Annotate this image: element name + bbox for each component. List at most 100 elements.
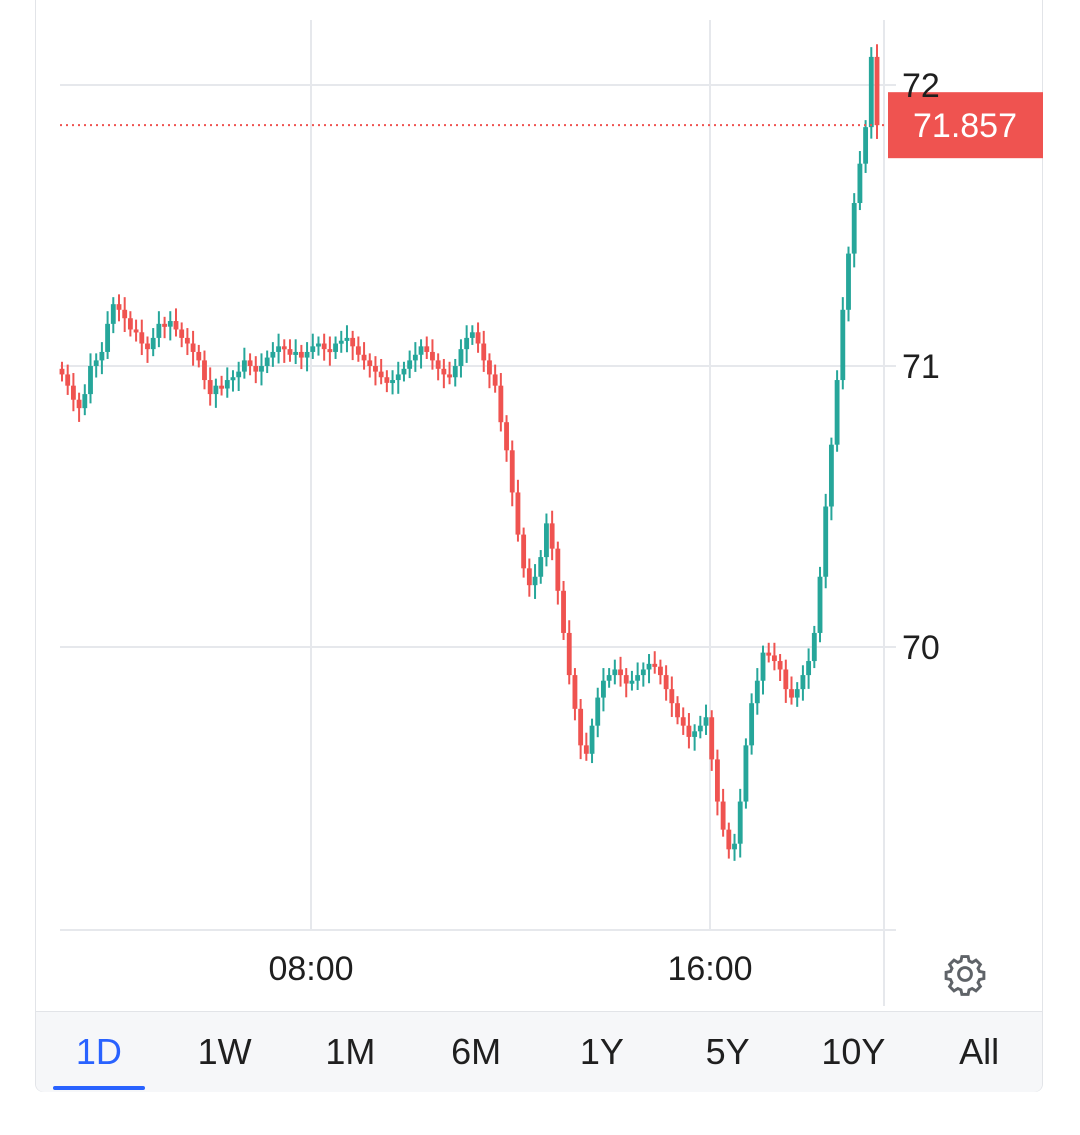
candle-body	[583, 745, 589, 754]
candle-body	[720, 801, 726, 830]
candle-body	[310, 346, 316, 352]
candle-body	[469, 332, 475, 338]
candle-body	[823, 506, 829, 577]
candle-body	[601, 680, 606, 698]
candle-body	[669, 689, 675, 704]
candle-body	[840, 309, 846, 381]
range-tab-1m[interactable]: 1M	[325, 1031, 376, 1072]
y-tick-label: 70	[902, 629, 940, 667]
candle-body	[857, 163, 863, 204]
candle-body	[481, 343, 487, 361]
candle-body	[458, 349, 464, 366]
candle-body	[179, 329, 185, 338]
candle-body	[316, 343, 321, 347]
candle-body	[771, 655, 777, 662]
candle-body	[276, 346, 281, 352]
range-selector: 1D 1W 1M 6M 1Y 5Y 10Y All	[36, 1011, 1042, 1092]
candle-body	[127, 318, 133, 330]
candle-body	[874, 56, 880, 126]
candle-body	[572, 675, 578, 709]
range-tab-10y[interactable]: 10Y	[821, 1031, 886, 1072]
range-tab-6m[interactable]: 6M	[451, 1031, 502, 1072]
price-chart[interactable]: 71.857 72 71 70 08:00 16:00	[0, 0, 1080, 1010]
candle-body	[247, 360, 253, 366]
candle-body	[361, 354, 367, 361]
candle-body	[70, 385, 76, 400]
candle-body	[133, 329, 139, 333]
candle-body	[595, 697, 601, 726]
candle-body	[538, 557, 544, 577]
candle-body	[139, 332, 145, 344]
candle-body	[606, 675, 612, 681]
candle-body	[333, 343, 338, 352]
candle-body	[253, 366, 259, 372]
candle-body	[754, 680, 760, 704]
candle-body	[441, 368, 447, 375]
candle-body	[475, 332, 481, 344]
candle-body	[116, 304, 122, 310]
candle-body	[817, 576, 823, 633]
candle-body	[749, 703, 755, 746]
range-tab-1w[interactable]: 1W	[197, 1031, 252, 1072]
range-tab-1d[interactable]: 1D	[36, 1012, 162, 1092]
candle-body	[230, 377, 236, 381]
candle-body	[549, 523, 555, 549]
candle-body	[492, 374, 498, 386]
range-tab-1y[interactable]: 1Y	[579, 1031, 624, 1072]
candle-body	[623, 675, 629, 684]
candle-body	[412, 354, 418, 361]
candle-body	[532, 576, 538, 586]
candle-body	[304, 351, 310, 358]
candle-body	[435, 360, 441, 369]
candle-body	[270, 351, 276, 358]
candle-body	[487, 360, 492, 375]
candle-body	[846, 253, 851, 310]
candle-body	[863, 127, 869, 164]
candle-body	[401, 368, 407, 375]
candle-body	[88, 366, 93, 395]
x-tick-label: 16:00	[667, 950, 752, 988]
candle-body	[430, 351, 435, 361]
candle-body	[811, 632, 817, 662]
candle-body	[378, 371, 384, 378]
candle-body	[726, 829, 732, 850]
candle-body	[709, 717, 715, 760]
candle-body	[578, 708, 584, 746]
candle-body	[173, 321, 179, 330]
candle-body	[834, 380, 840, 445]
candle-body	[561, 590, 566, 633]
chart-widget	[35, 0, 1043, 1092]
candle-body	[384, 377, 390, 383]
candle-body	[447, 374, 452, 378]
candle-body	[395, 374, 401, 381]
candle-body	[640, 669, 646, 676]
candle-body	[373, 366, 378, 372]
candle-body	[219, 385, 225, 389]
candle-body	[350, 337, 356, 347]
range-tab-all[interactable]: All	[959, 1031, 1000, 1072]
candle-body	[59, 368, 65, 375]
candle-body	[703, 717, 709, 726]
candle-body	[509, 450, 515, 493]
x-tick-label: 08:00	[268, 950, 353, 988]
candle-body	[612, 669, 618, 676]
x-axis: 08:00 16:00	[268, 950, 752, 988]
candle-body	[122, 309, 128, 319]
candle-body	[714, 759, 720, 802]
candle-body	[777, 661, 783, 670]
candle-body	[526, 568, 532, 586]
candles-group	[59, 44, 880, 861]
candle-body	[800, 675, 806, 690]
candle-body	[367, 360, 373, 366]
candle-body	[680, 717, 686, 726]
candle-body	[418, 346, 424, 355]
candle-body	[652, 663, 658, 667]
gear-icon[interactable]	[943, 952, 987, 996]
y-tick-label: 72	[902, 67, 940, 105]
candle-body	[99, 351, 105, 361]
candle-body	[737, 801, 743, 844]
last-price-label: 71.857	[888, 92, 1043, 159]
candle-body	[515, 492, 521, 535]
range-tab-5y[interactable]: 5Y	[705, 1031, 750, 1072]
candle-body	[663, 675, 669, 690]
